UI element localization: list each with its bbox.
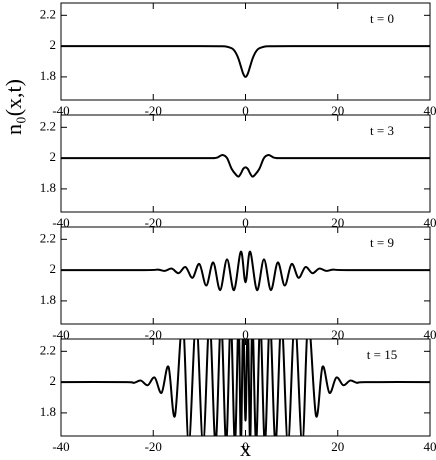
- x-axis-label: x: [240, 436, 251, 460]
- panel: -40 -20 0 20 40 1.8 2 2.2 t = 15: [40, 338, 436, 454]
- x-tick-label: -40: [52, 103, 69, 118]
- annotation: t = 3: [370, 123, 394, 138]
- data-line: [61, 250, 430, 292]
- panel: -40 -20 0 20 40 1.8 2 2.2 t = 9: [40, 226, 436, 342]
- x-tick-label: 40: [424, 327, 436, 342]
- x-tick-label: 0: [242, 215, 249, 230]
- y-tick-label: 2: [50, 261, 57, 276]
- x-tick-label: -20: [145, 439, 162, 454]
- x-tick-label: 20: [331, 327, 344, 342]
- panel: -40 -20 0 20 40 1.8 2 2.2 t = 0: [40, 2, 436, 118]
- x-tick-label: 20: [331, 103, 344, 118]
- y-tick-label: 2: [50, 373, 57, 388]
- y-axis-label: n₀(x,t): [1, 79, 26, 135]
- x-tick-label: -20: [145, 327, 162, 342]
- y-tick-label: 1.8: [40, 180, 56, 195]
- y-tick-label: 1.8: [40, 404, 56, 419]
- y-tick-label: 2.2: [40, 6, 56, 21]
- annotation: t = 15: [367, 347, 397, 362]
- y-tick-label: 2.2: [40, 342, 56, 357]
- panel: -40 -20 0 20 40 1.8 2 2.2 t = 3: [40, 114, 436, 230]
- x-tick-label: 40: [424, 439, 436, 454]
- x-tick-label: 0: [242, 439, 249, 454]
- data-line: [61, 339, 430, 436]
- x-tick-label: -40: [52, 215, 69, 230]
- y-tick-label: 2: [50, 37, 57, 52]
- y-tick-label: 1.8: [40, 68, 56, 83]
- x-tick-label: 0: [242, 327, 249, 342]
- plot-frame: [60, 114, 431, 213]
- x-tick-label: -20: [145, 103, 162, 118]
- x-tick-label: 0: [242, 103, 249, 118]
- annotation: t = 9: [370, 235, 394, 250]
- x-tick-label: 20: [331, 439, 344, 454]
- plot-frame: [60, 226, 431, 325]
- y-tick-label: 2.2: [40, 118, 56, 133]
- data-line: [61, 45, 430, 78]
- x-tick-label: 40: [424, 215, 436, 230]
- x-tick-label: 40: [424, 103, 436, 118]
- y-tick-label: 2.2: [40, 230, 56, 245]
- y-tick-label: 2: [50, 149, 57, 164]
- x-tick-label: -20: [145, 215, 162, 230]
- x-tick-label: -40: [52, 439, 69, 454]
- annotation: t = 0: [370, 11, 394, 26]
- y-tick-label: 1.8: [40, 292, 56, 307]
- plot-frame: [60, 338, 431, 437]
- x-tick-label: 20: [331, 215, 344, 230]
- plot-frame: [60, 2, 431, 101]
- data-line: [61, 154, 430, 178]
- x-tick-label: -40: [52, 327, 69, 342]
